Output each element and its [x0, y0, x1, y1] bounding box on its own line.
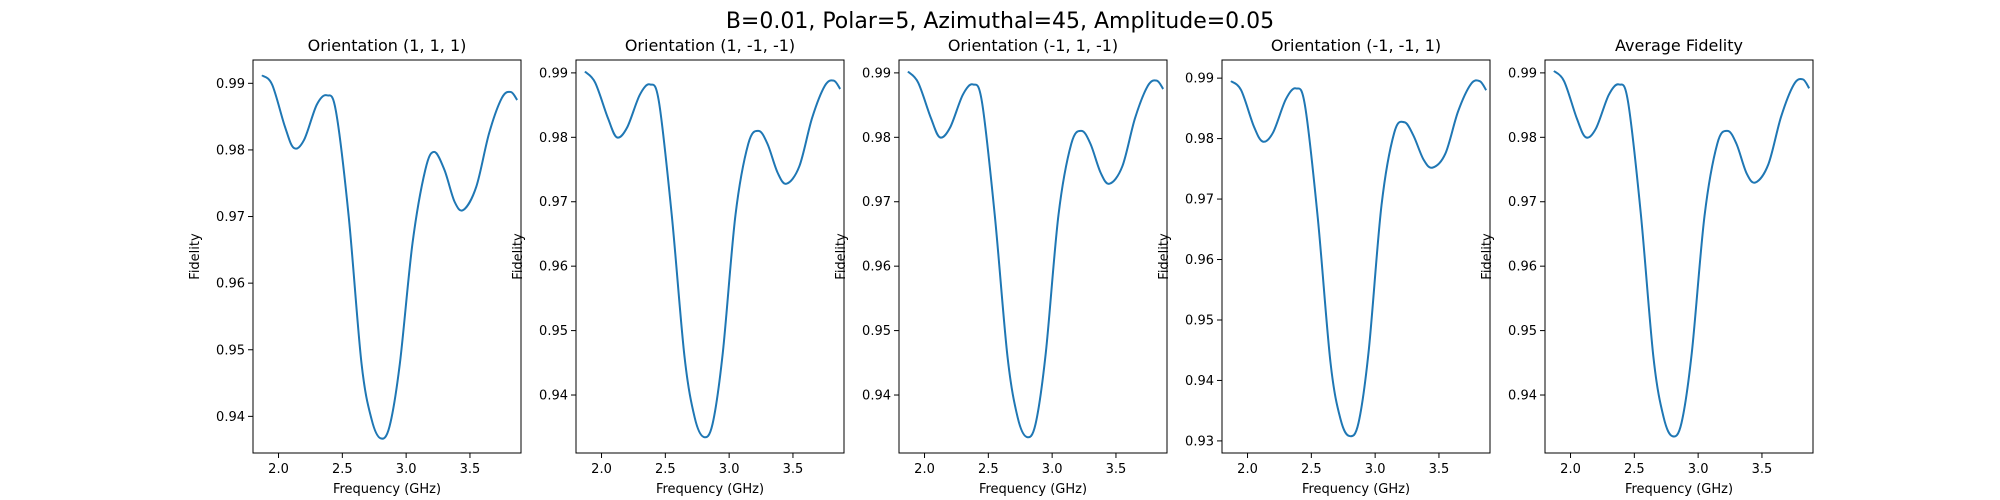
- series-line-1: [584, 70, 842, 439]
- subplot-title: Average Fidelity: [1615, 36, 1743, 55]
- subplot-3: Orientation (-1, 1, -1) 2.0 2.5 3.0 3.5 0.94 0…: [834, 36, 1168, 497]
- y-axis-label: Fidelity: [1480, 233, 1495, 280]
- y-tick-label: 0.95: [862, 324, 891, 339]
- subplot-4: Orientation (-1, -1, 1) 2.0 2.5 3.0 3.5 0.93 0…: [1157, 36, 1491, 497]
- series-line-1: [907, 70, 1165, 439]
- y-tick-label: 0.98: [1508, 131, 1537, 146]
- x-tick-label: 2.0: [591, 462, 612, 477]
- subplot-title: Orientation (1, -1, -1): [625, 36, 795, 55]
- y-tick-label: 0.97: [1185, 193, 1214, 208]
- subplot-title: Orientation (1, 1, 1): [308, 36, 467, 55]
- y-tick-label: 0.94: [216, 410, 245, 425]
- subplot-title: Orientation (-1, -1, 1): [1271, 36, 1441, 55]
- series-line-1: [1230, 79, 1488, 438]
- x-tick-label: 3.5: [460, 462, 481, 477]
- y-tick-label: 0.94: [862, 389, 891, 404]
- y-tick-label: 0.96: [862, 260, 891, 275]
- y-axis-label: Fidelity: [834, 233, 849, 280]
- y-tick-label: 0.95: [539, 324, 568, 339]
- x-tick-label: 2.5: [655, 462, 676, 477]
- x-tick-label: 3.5: [1106, 462, 1127, 477]
- y-tick-label: 0.99: [539, 66, 568, 81]
- y-tick-label: 0.98: [539, 131, 568, 146]
- x-tick-label: 2.5: [1301, 462, 1322, 477]
- y-tick-label: 0.97: [862, 195, 891, 210]
- axes-frame: [252, 59, 522, 454]
- x-tick-label: 3.0: [1688, 462, 1709, 477]
- y-tick-label: 0.95: [1185, 313, 1214, 328]
- y-tick-label: 0.96: [216, 277, 245, 292]
- x-tick-label: 2.5: [332, 462, 353, 477]
- y-tick-label: 0.93: [1185, 434, 1214, 449]
- y-axis-label: Fidelity: [511, 233, 526, 280]
- y-tick-label: 0.99: [216, 77, 245, 92]
- y-tick-label: 0.99: [1185, 72, 1214, 87]
- axes-frame: [898, 59, 1168, 454]
- y-tick-label: 0.97: [1508, 195, 1537, 210]
- subplot-5: Average Fidelity 2.0 2.5 3.0 3.5 0.94 0.95 0.96…: [1480, 36, 1814, 497]
- x-axis-label: Frequency (GHz): [333, 482, 441, 497]
- y-tick-label: 0.98: [862, 131, 891, 146]
- subplot-1: Orientation (1, 1, 1) 2.0 2.5 3.0 3.5 0.94 0.9…: [188, 36, 522, 497]
- x-tick-label: 3.0: [1365, 462, 1386, 477]
- x-tick-label: 2.0: [268, 462, 289, 477]
- x-axis-label: Frequency (GHz): [1302, 482, 1410, 497]
- x-axis-label: Frequency (GHz): [1625, 482, 1733, 497]
- y-tick-label: 0.96: [1185, 253, 1214, 268]
- series-line-1: [1553, 70, 1811, 438]
- x-tick-label: 2.5: [1624, 462, 1645, 477]
- axes-frame: [1221, 59, 1491, 454]
- axes-frame: [1544, 59, 1814, 454]
- x-tick-label: 2.0: [914, 462, 935, 477]
- x-axis-label: Frequency (GHz): [979, 482, 1087, 497]
- y-tick-label: 0.94: [1185, 374, 1214, 389]
- x-tick-label: 3.0: [719, 462, 740, 477]
- y-tick-label: 0.96: [539, 260, 568, 275]
- subplot-2: Orientation (1, -1, -1) 2.0 2.5 3.0 3.5 0.94 0…: [511, 36, 845, 497]
- subplot-title: Orientation (-1, 1, -1): [948, 36, 1118, 55]
- x-tick-label: 3.5: [1429, 462, 1450, 477]
- figure-title: B=0.01, Polar=5, Azimuthal=45, Amplitude…: [726, 9, 1274, 34]
- y-tick-label: 0.94: [1508, 389, 1537, 404]
- x-tick-label: 3.0: [1042, 462, 1063, 477]
- y-tick-label: 0.97: [539, 195, 568, 210]
- y-tick-label: 0.99: [862, 66, 891, 81]
- y-tick-label: 0.95: [216, 343, 245, 358]
- y-tick-label: 0.96: [1508, 260, 1537, 275]
- y-tick-label: 0.99: [1508, 66, 1537, 81]
- y-axis-label: Fidelity: [188, 233, 203, 280]
- x-axis-label: Frequency (GHz): [656, 482, 764, 497]
- y-tick-label: 0.98: [216, 143, 245, 158]
- y-axis-label: Fidelity: [1157, 233, 1172, 280]
- x-tick-label: 2.0: [1560, 462, 1581, 477]
- x-tick-label: 3.5: [783, 462, 804, 477]
- series-line-1: [261, 74, 519, 440]
- y-tick-label: 0.94: [539, 389, 568, 404]
- y-tick-label: 0.95: [1508, 324, 1537, 339]
- x-tick-label: 2.0: [1237, 462, 1258, 477]
- y-tick-label: 0.97: [216, 210, 245, 225]
- x-tick-label: 3.0: [396, 462, 417, 477]
- subplots: Orientation (1, 1, 1) 2.0 2.5 3.0 3.5 0.94 0.9…: [188, 36, 1814, 497]
- axes-frame: [575, 59, 845, 454]
- y-tick-label: 0.98: [1185, 132, 1214, 147]
- x-tick-label: 2.5: [978, 462, 999, 477]
- x-tick-label: 3.5: [1752, 462, 1773, 477]
